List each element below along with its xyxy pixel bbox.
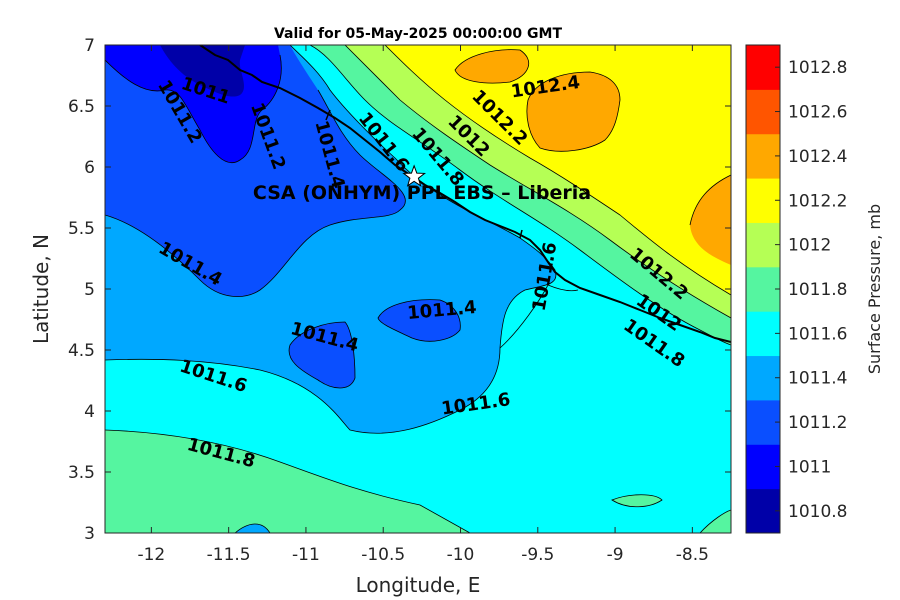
colorbar-tick-label: 1011.6	[788, 324, 847, 344]
colorbar-tick-label: 1010.8	[788, 502, 847, 522]
x-tick-label: -10	[447, 545, 475, 565]
x-tick-label: -11	[292, 545, 320, 565]
colorbar-tick-label: 1011.2	[788, 413, 847, 433]
contour-line	[234, 523, 271, 533]
station-marker: CSA (ONHYM) PPL EBS – Liberia	[253, 164, 591, 204]
field-1012-2	[385, 45, 731, 295]
contour-line	[288, 321, 356, 389]
colorbar-tick-label: 1012.4	[788, 147, 847, 167]
colorbar-segment	[746, 444, 780, 490]
colorbar-segment	[746, 355, 780, 401]
field-1012-4-center	[526, 72, 620, 152]
contour-line	[105, 89, 406, 297]
coastline	[199, 45, 731, 343]
colorbar-segment	[746, 133, 780, 179]
contour-line	[105, 45, 557, 434]
field-1011-2	[105, 45, 406, 297]
colorbar-segment	[746, 222, 780, 268]
field-1011-2-east	[378, 299, 461, 342]
y-tick-label: 5.5	[68, 219, 95, 239]
colorbar-label: Surface Pressure, mb	[865, 204, 884, 374]
colorbar-tick-label: 1012	[788, 236, 831, 256]
y-axis-label: Latitude, N	[29, 234, 53, 344]
boundary-tick	[325, 109, 523, 239]
colorbar-segment	[746, 399, 780, 445]
colorbar: 1010.8 1011 1011.2 1011.4 1011.6 1011.8 1012 10…	[745, 44, 847, 534]
field-1011-8-southeast	[612, 494, 662, 507]
colorbar-tick-label: 1012.8	[788, 58, 847, 78]
contour-line	[309, 45, 731, 346]
y-tick-label: 4.5	[68, 341, 95, 361]
field-1011-8-south	[105, 430, 470, 533]
y-tick-label: 6.5	[68, 97, 95, 117]
y-tick-label: 3.5	[68, 463, 95, 483]
colorbar-tick-label: 1011.8	[788, 280, 847, 300]
colorbar-segment	[746, 178, 780, 223]
contour-line	[377, 299, 461, 342]
contour-line	[105, 429, 471, 533]
chart-title: Valid for 05-May-2025 00:00:00 GMT	[274, 26, 562, 42]
contour-line	[526, 71, 621, 152]
colorbar-segment	[746, 45, 780, 90]
colorbar-segment	[746, 266, 780, 312]
colorbar-tick-label: 1012.2	[788, 191, 847, 211]
y-tick-label: 3	[84, 524, 95, 544]
x-tick-label: -8.5	[676, 545, 709, 565]
station-star-icon	[402, 164, 426, 187]
field-1012-4-east	[690, 175, 731, 265]
contour-line	[699, 509, 731, 533]
x-tick-label: -11.5	[207, 545, 251, 565]
colorbar-tick-label: 1011	[788, 457, 831, 477]
x-axis-label: Longitude, E	[356, 573, 481, 597]
contour-line	[499, 284, 579, 349]
field-1011-4-notch	[500, 285, 578, 348]
x-tick-label: -9	[607, 545, 624, 565]
field-1012-4-north	[455, 49, 529, 84]
station-label: CSA (ONHYM) PPL EBS – Liberia	[253, 182, 591, 204]
contour-line	[611, 494, 663, 508]
colorbar-segment	[746, 488, 780, 534]
y-tick-label: 7	[84, 36, 95, 56]
contour-line	[105, 54, 282, 163]
x-tick-label: -12	[137, 545, 165, 565]
contour-line	[384, 45, 731, 296]
x-axis: -12 -11.5 -11 -10.5 -10 -9.5 -9 -8.5	[137, 45, 709, 565]
x-tick-label: -10.5	[361, 545, 405, 565]
y-tick-label: 5	[84, 280, 95, 300]
colorbar-segment	[746, 311, 780, 357]
field-1011-2-center	[289, 322, 355, 388]
y-tick-label: 4	[84, 402, 95, 422]
contour-lines	[105, 45, 731, 533]
x-tick-label: -9.5	[521, 545, 554, 565]
contour-line	[454, 49, 530, 84]
colorbar-tick-label: 1011.4	[788, 369, 847, 389]
contour-line	[689, 174, 731, 226]
contour-line	[344, 45, 731, 319]
colorbar-segment	[746, 89, 780, 135]
y-tick-label: 6	[84, 158, 95, 178]
field-1011-8-sw-corner	[700, 510, 731, 533]
y-axis: 3 3.5 4 4.5 5 5.5 6 6.5 7	[68, 36, 731, 544]
field-1011-4-sw	[235, 523, 270, 533]
colorbar-tick-label: 1012.6	[788, 103, 847, 123]
